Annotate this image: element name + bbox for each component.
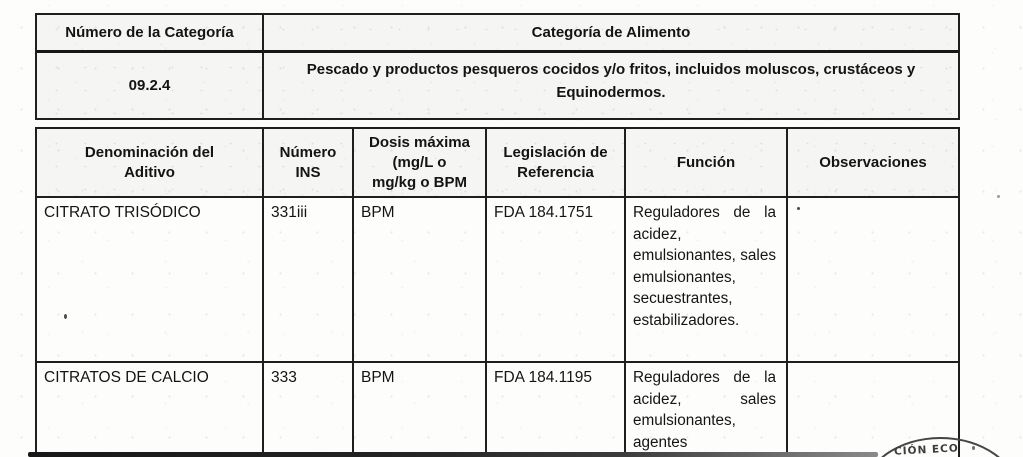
col-header-max-dose: Dosis máxima (mg/L o mg/kg o BPM (354, 129, 487, 198)
cell-max-dose: BPM (354, 198, 487, 363)
cell-function: Reguladores de la acidez, sales emulsion… (626, 363, 788, 457)
category-table: Número de la Categoría Categoría de Alim… (35, 13, 960, 120)
col-header-additive-name: Denominación del Aditivo (37, 129, 264, 198)
cell-max-dose: BPM (354, 363, 487, 457)
cell-additive-name: CITRATOS DE CALCIO (37, 363, 264, 457)
food-category-value: Pescado y productos pesqueros cocidos y/… (264, 53, 958, 118)
scan-speckle (797, 207, 800, 210)
official-stamp-text: CIÓN ECO (893, 442, 960, 457)
category-number-header: Número de la Categoría (37, 15, 264, 53)
cell-legislation: FDA 184.1195 (487, 363, 626, 457)
cell-ins-number: 331iii (264, 198, 354, 363)
cell-legislation: FDA 184.1751 (487, 198, 626, 363)
col-header-ins-number: Número INS (264, 129, 354, 198)
scan-speckle (64, 314, 67, 319)
additives-table: Denominación del Aditivo Número INS Dosi… (35, 127, 960, 457)
cell-ins-number: 333 (264, 363, 354, 457)
scan-speckle (997, 195, 1000, 198)
scan-edge-band (28, 452, 878, 457)
cell-function: Reguladores de la acidez, emulsionantes,… (626, 198, 788, 363)
col-header-legislation: Legislación de Referencia (487, 129, 626, 198)
cell-additive-name: CITRATO TRISÓDICO (37, 198, 264, 363)
col-header-function: Función (626, 129, 788, 198)
col-header-observations: Observaciones (788, 129, 958, 198)
category-number-value: 09.2.4 (37, 53, 264, 118)
cell-observations (788, 198, 958, 363)
food-category-header: Categoría de Alimento (264, 15, 958, 53)
